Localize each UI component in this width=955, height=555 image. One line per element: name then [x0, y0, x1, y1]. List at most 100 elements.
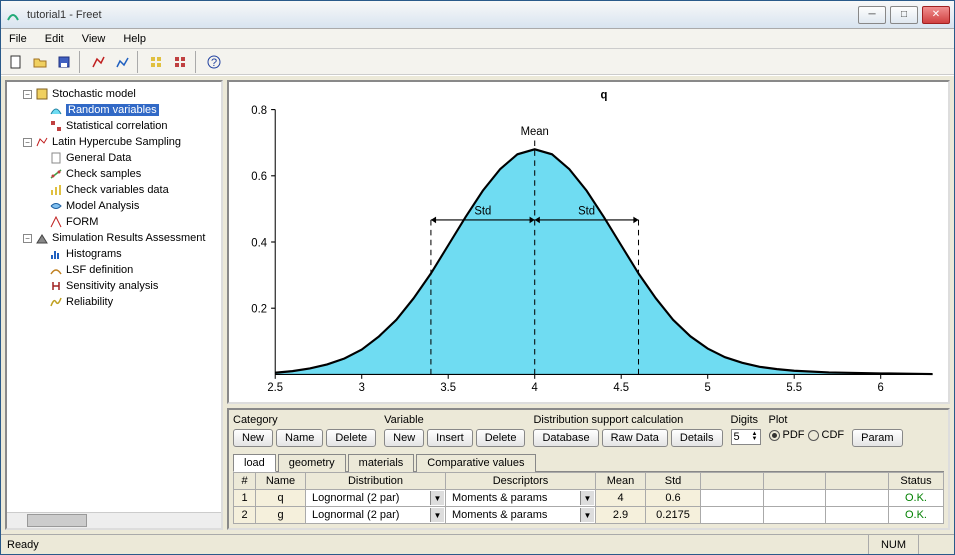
svg-text:3: 3 [359, 381, 365, 394]
dropdown-icon: ▼ [430, 508, 444, 522]
app-icon [5, 7, 21, 23]
col-dist: Distribution [306, 473, 446, 490]
details-button[interactable]: Details [671, 429, 723, 447]
svg-text:Std: Std [578, 204, 595, 217]
svg-text:Mean: Mean [521, 125, 549, 138]
database-button[interactable]: Database [533, 429, 598, 447]
tree-check-samples[interactable]: Check samples [37, 166, 219, 182]
tree-lsf[interactable]: LSF definition [37, 262, 219, 278]
col-empty3 [826, 473, 889, 490]
plot-label: Plot [769, 414, 845, 426]
tree-model-analysis[interactable]: Model Analysis [37, 198, 219, 214]
chart-area: q2.533.544.555.560.20.40.60.8StdStdMean [227, 80, 950, 404]
new-file-icon[interactable] [5, 51, 27, 73]
variable-delete-button[interactable]: Delete [476, 429, 526, 447]
col-status: Status [889, 473, 944, 490]
plot-pdf-radio[interactable]: PDF [769, 429, 805, 441]
svg-text:0.2: 0.2 [251, 302, 267, 315]
col-empty2 [763, 473, 826, 490]
menu-view[interactable]: View [78, 31, 110, 47]
svg-text:4.5: 4.5 [613, 381, 629, 394]
tree-form[interactable]: FORM [37, 214, 219, 230]
variable-insert-button[interactable]: Insert [427, 429, 473, 447]
tree-reliability[interactable]: Reliability [37, 294, 219, 310]
tree-hscrollbar[interactable] [7, 512, 221, 528]
param-button[interactable]: Param [852, 429, 902, 447]
pdf-chart: q2.533.544.555.560.20.40.60.8StdStdMean [229, 82, 948, 402]
tree: −Stochastic model Random variables Stati… [7, 82, 221, 512]
svg-text:Std: Std [474, 204, 491, 217]
col-empty1 [701, 473, 764, 490]
plot-cdf-radio[interactable]: CDF [808, 429, 845, 441]
tree-random-variables[interactable]: Random variables [37, 102, 219, 118]
status-num: NUM [868, 535, 918, 554]
svg-text:4: 4 [532, 381, 539, 394]
col-mean: Mean [596, 473, 646, 490]
menu-edit[interactable]: Edit [41, 31, 68, 47]
grid1-icon[interactable] [145, 51, 167, 73]
help-icon[interactable]: ? [203, 51, 225, 73]
table-row[interactable]: 2 g Lognormal (2 par)▼ Moments & params▼… [234, 507, 944, 524]
tree-statistical-correlation[interactable]: Statistical correlation [37, 118, 219, 134]
svg-text:6: 6 [878, 381, 884, 394]
dropdown-icon: ▼ [580, 491, 594, 505]
tab-materials[interactable]: materials [348, 454, 415, 472]
chart1-icon[interactable] [87, 51, 109, 73]
svg-text:2.5: 2.5 [267, 381, 283, 394]
col-std: Std [646, 473, 701, 490]
svg-text:0.6: 0.6 [251, 170, 267, 183]
col-num: # [234, 473, 256, 490]
svg-text:5: 5 [705, 381, 712, 394]
main-window: tutorial1 - Freet ─ □ ✕ File Edit View H… [0, 0, 955, 555]
tab-load[interactable]: load [233, 454, 276, 472]
variables-table: # Name Distribution Descriptors Mean Std… [233, 472, 944, 524]
svg-text:3.5: 3.5 [440, 381, 456, 394]
svg-text:0.8: 0.8 [251, 104, 267, 117]
menu-file[interactable]: File [5, 31, 31, 47]
status-ready: Ready [7, 539, 39, 551]
tree-lhs[interactable]: −Latin Hypercube Sampling [23, 134, 219, 150]
plot-group: Plot PDF CDF [769, 414, 845, 441]
maximize-button[interactable]: □ [890, 6, 918, 24]
digits-group: Digits 5▲▼ [731, 414, 761, 445]
category-name-button[interactable]: Name [276, 429, 323, 447]
category-group: Category New Name Delete [233, 414, 376, 447]
variable-label: Variable [384, 414, 525, 426]
category-label: Category [233, 414, 376, 426]
tree-panel: −Stochastic model Random variables Stati… [5, 80, 223, 530]
statusbar: Ready NUM [1, 534, 954, 554]
svg-text:?: ? [211, 57, 217, 69]
table-row[interactable]: 1 q Lognormal (2 par)▼ Moments & params▼… [234, 490, 944, 507]
variable-new-button[interactable]: New [384, 429, 424, 447]
minimize-button[interactable]: ─ [858, 6, 886, 24]
distribution-label: Distribution support calculation [533, 414, 722, 426]
category-delete-button[interactable]: Delete [326, 429, 376, 447]
tree-general-data[interactable]: General Data [37, 150, 219, 166]
rawdata-button[interactable]: Raw Data [602, 429, 668, 447]
toolbar: ? [1, 49, 954, 75]
close-button[interactable]: ✕ [922, 6, 950, 24]
category-new-button[interactable]: New [233, 429, 273, 447]
digits-label: Digits [731, 414, 761, 426]
digits-spinner[interactable]: 5▲▼ [731, 429, 761, 445]
tree-histograms[interactable]: Histograms [37, 246, 219, 262]
tree-simulation-results[interactable]: −Simulation Results Assessment [23, 230, 219, 246]
tree-stochastic[interactable]: −Stochastic model [23, 86, 219, 102]
open-file-icon[interactable] [29, 51, 51, 73]
tab-geometry[interactable]: geometry [278, 454, 346, 472]
tab-comparative[interactable]: Comparative values [416, 454, 535, 472]
chart2-icon[interactable] [111, 51, 133, 73]
window-title: tutorial1 - Freet [27, 9, 858, 21]
tree-sensitivity[interactable]: Sensitivity analysis [37, 278, 219, 294]
col-desc: Descriptors [446, 473, 596, 490]
save-file-icon[interactable] [53, 51, 75, 73]
dropdown-icon: ▼ [580, 508, 594, 522]
menu-help[interactable]: Help [119, 31, 150, 47]
variable-group: Variable New Insert Delete [384, 414, 525, 447]
tabs: load geometry materials Comparative valu… [233, 453, 944, 472]
svg-text:q: q [600, 88, 607, 101]
distribution-group: Distribution support calculation Databas… [533, 414, 722, 447]
svg-text:0.4: 0.4 [251, 236, 267, 249]
tree-check-variables[interactable]: Check variables data [37, 182, 219, 198]
grid2-icon[interactable] [169, 51, 191, 73]
